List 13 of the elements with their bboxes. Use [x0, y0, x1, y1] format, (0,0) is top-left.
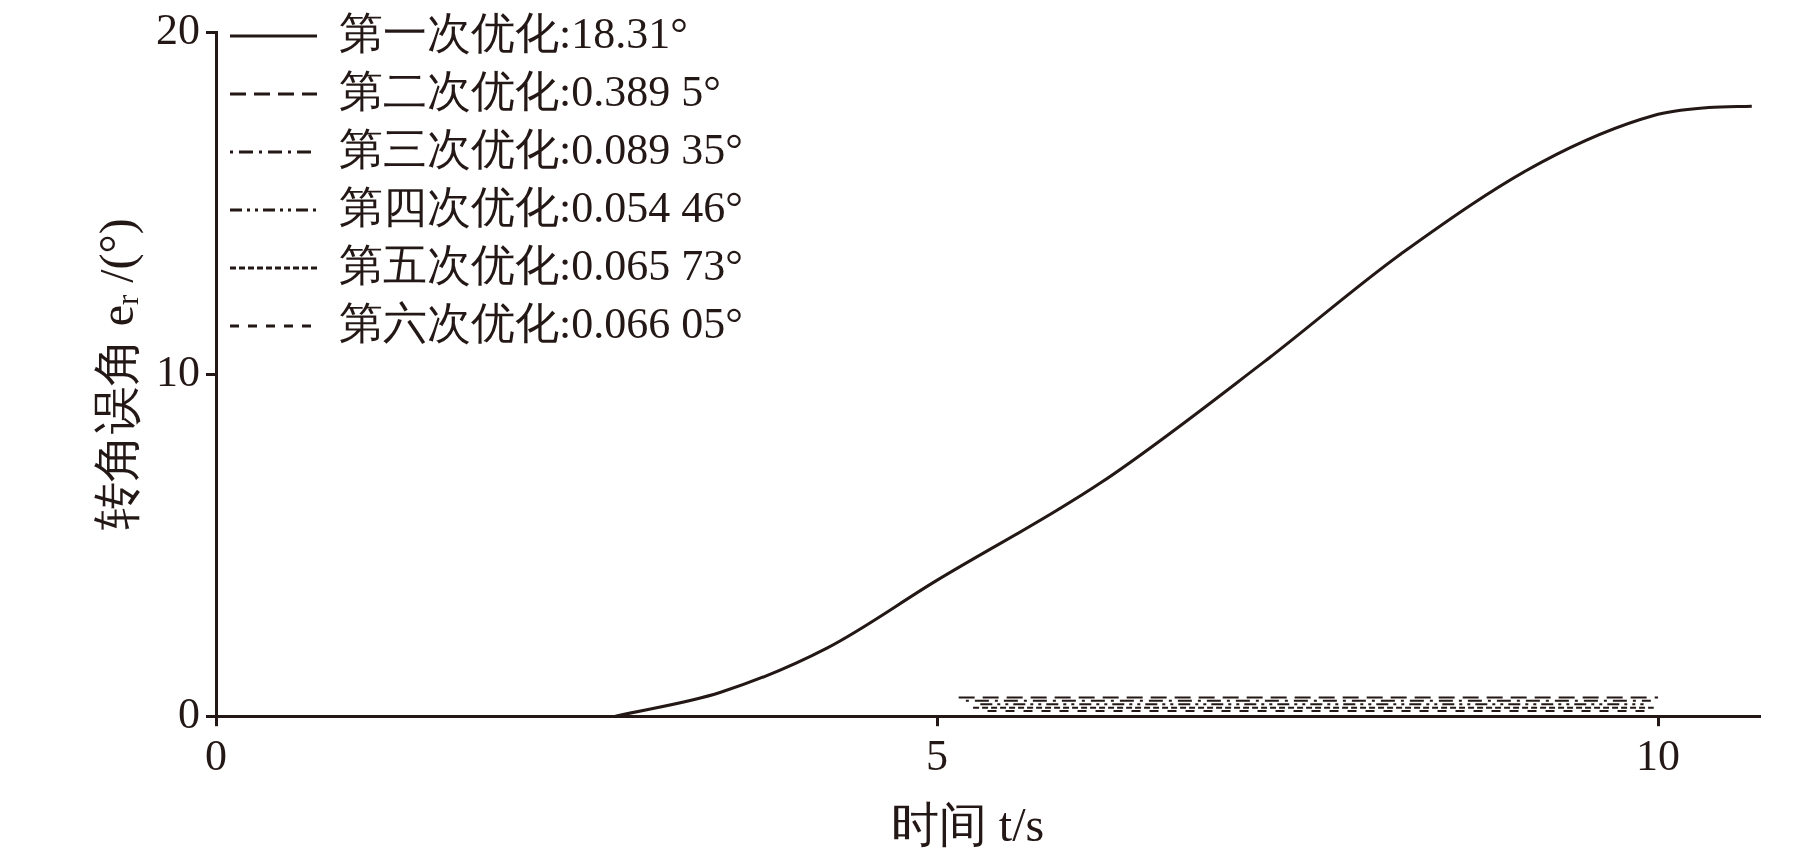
legend-label: 第二次优化:0.389 5°: [339, 66, 721, 116]
legend-label: 第一次优化:18.31°: [339, 8, 688, 58]
legend-label: 第四次优化:0.054 46°: [339, 182, 743, 232]
y-axis-title: 转角误角 er /(°): [89, 218, 145, 531]
legend-label: 第五次优化:0.065 73°: [339, 240, 743, 290]
x-tick-label: 10: [1636, 731, 1681, 781]
y-tick-label: 20: [156, 4, 200, 54]
y-tick-label: 10: [156, 346, 200, 396]
legend-label: 第六次优化:0.066 05°: [339, 298, 743, 348]
x-tick-label: 5: [926, 731, 949, 781]
x-axis-title: 时间 t/s: [890, 797, 1045, 851]
y-tick-label: 0: [178, 688, 200, 738]
legend-label: 第三次优化:0.089 35°: [339, 124, 743, 174]
